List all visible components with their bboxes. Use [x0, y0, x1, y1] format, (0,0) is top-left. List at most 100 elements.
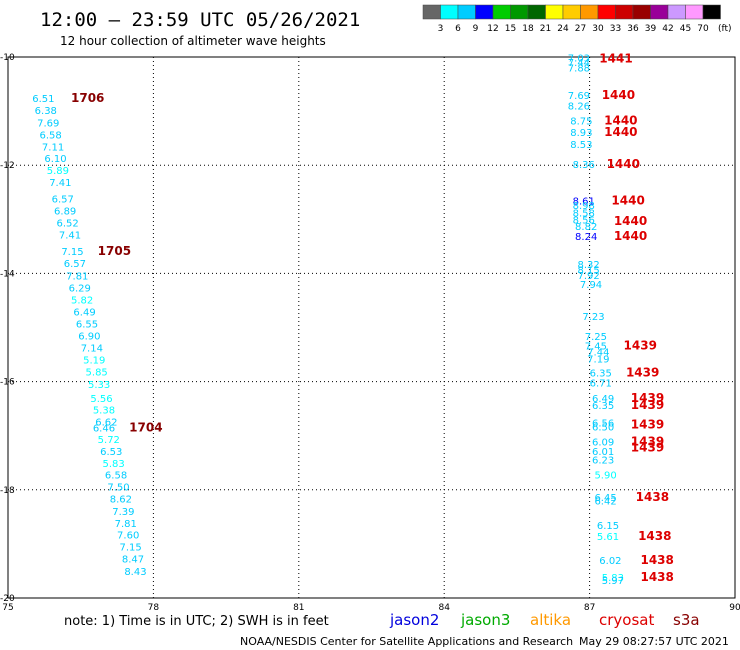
swh-value: 5.19: [83, 355, 105, 366]
swh-value: 6.09: [592, 438, 614, 449]
swh-value: 5.38: [93, 406, 115, 417]
scale-swatch: [702, 4, 721, 20]
swh-value: 8.75: [570, 116, 592, 127]
swh-value: 6.71: [590, 379, 612, 390]
time-label: 1441: [599, 52, 632, 66]
scale-swatch: [527, 4, 546, 20]
swh-value: 5.83: [602, 573, 624, 584]
swh-value: 6.01: [592, 447, 614, 458]
swh-value: 7.45: [585, 341, 607, 352]
scale-swatch: [510, 4, 529, 20]
swh-value: 6.62: [95, 418, 117, 429]
swh-value: 7.69: [568, 91, 590, 102]
plot-border: [7, 56, 736, 599]
time-label: 1439: [631, 398, 664, 412]
time-label: 1439: [626, 365, 659, 379]
swh-value: 5.83: [103, 459, 125, 470]
swh-value: 6.42: [594, 497, 616, 508]
scale-unit: (ft): [718, 24, 732, 34]
time-label: 1438: [640, 570, 673, 584]
scale-swatch: [580, 4, 599, 20]
swh-value: 7.81: [115, 519, 137, 530]
x-tick-label: 87: [584, 603, 595, 613]
swh-value: 8.56: [573, 215, 595, 226]
swh-value: 7.81: [66, 272, 88, 283]
swh-value: 8.24: [575, 232, 597, 243]
scale-level-label: 36: [627, 24, 639, 34]
swh-value: 6.52: [56, 219, 78, 230]
swh-value: 6.53: [100, 447, 122, 458]
swh-value: 6.50: [592, 423, 614, 434]
swh-value: 7.14: [81, 344, 103, 355]
swh-value: 6.10: [44, 154, 66, 165]
swh-value: 5.90: [594, 471, 616, 482]
legend-cryosat: cryosat: [599, 611, 654, 629]
swh-value: 7.60: [117, 531, 139, 542]
swh-value: 8.36: [573, 160, 595, 171]
x-tick-label: 78: [148, 603, 160, 613]
swh-value: 7.15: [119, 543, 141, 554]
swh-value: 8.26: [568, 102, 590, 113]
swh-value: 6.38: [35, 106, 57, 117]
swh-value: 6.45: [594, 493, 616, 504]
plot-area: [7, 56, 736, 599]
scale-swatch: [632, 4, 651, 20]
time-label: 1438: [638, 529, 671, 543]
scale-swatch: [457, 4, 476, 20]
swh-value: 8.15: [577, 266, 599, 277]
swh-value: 6.02: [599, 556, 621, 567]
swh-value: 5.61: [597, 532, 619, 543]
scale-level-label: 33: [610, 24, 621, 34]
swh-value: 8.61: [573, 196, 595, 207]
time-label: 1440: [607, 157, 640, 171]
scale-swatch: [685, 4, 704, 20]
swh-value: 6.49: [592, 394, 614, 405]
scale-level-label: 15: [505, 24, 516, 34]
swh-value: 5.33: [88, 380, 110, 391]
x-tick-label: 81: [293, 603, 304, 613]
swh-value: 8.47: [122, 555, 144, 566]
swh-value: 6.55: [76, 320, 98, 331]
y-tick-label: -12: [0, 161, 15, 171]
swh-value: 6.57: [64, 259, 86, 270]
swh-value: 5.82: [71, 295, 93, 306]
swh-value: 6.35: [592, 401, 614, 412]
swh-value: 6.57: [52, 195, 74, 206]
swh-value: 7.03: [568, 54, 590, 65]
swh-value: 6.23: [592, 456, 614, 467]
legend-s3a: s3a: [673, 611, 700, 629]
swh-value: 6.29: [69, 283, 91, 294]
scale-level-label: 24: [557, 24, 569, 34]
y-tick-label: -10: [0, 53, 15, 63]
time-label: 1440: [614, 229, 647, 243]
swh-value: 7.44: [587, 347, 609, 358]
swh-value: 6.35: [590, 368, 612, 379]
time-label: 1440: [604, 113, 637, 127]
time-label: 1440: [604, 125, 637, 139]
swh-value: 7.69: [37, 118, 59, 129]
time-label: 1438: [636, 490, 669, 504]
time-label: 1439: [631, 417, 664, 431]
swh-value: 7.44: [568, 58, 590, 69]
swh-value: 7.25: [585, 332, 607, 343]
scale-swatch: [545, 4, 564, 20]
swh-value: 6.89: [54, 207, 76, 218]
time-label: 1438: [640, 553, 673, 567]
color-scale-bar: 3 6 9 12 15 18 21 24 27 30 33 36 39 42 45 70: [422, 4, 721, 34]
scale-level-label: 6: [455, 24, 461, 34]
scale-swatch: [492, 4, 511, 20]
scale-level-label: 30: [592, 24, 604, 34]
scale-swatch: [667, 4, 686, 20]
swh-value: 8.53: [570, 140, 592, 151]
y-tick-label: -20: [0, 594, 15, 604]
scale-swatch: [440, 4, 459, 20]
swh-value: 8.43: [124, 567, 146, 578]
swh-value: 8.82: [575, 222, 597, 233]
scale-level-label: 18: [522, 24, 534, 34]
time-label: 1706: [71, 91, 104, 105]
legend-jason2: jason2: [389, 611, 439, 629]
swh-value: 5.97: [602, 576, 624, 587]
legend-altika: altika: [530, 611, 571, 629]
swh-value: 5.56: [90, 394, 112, 405]
